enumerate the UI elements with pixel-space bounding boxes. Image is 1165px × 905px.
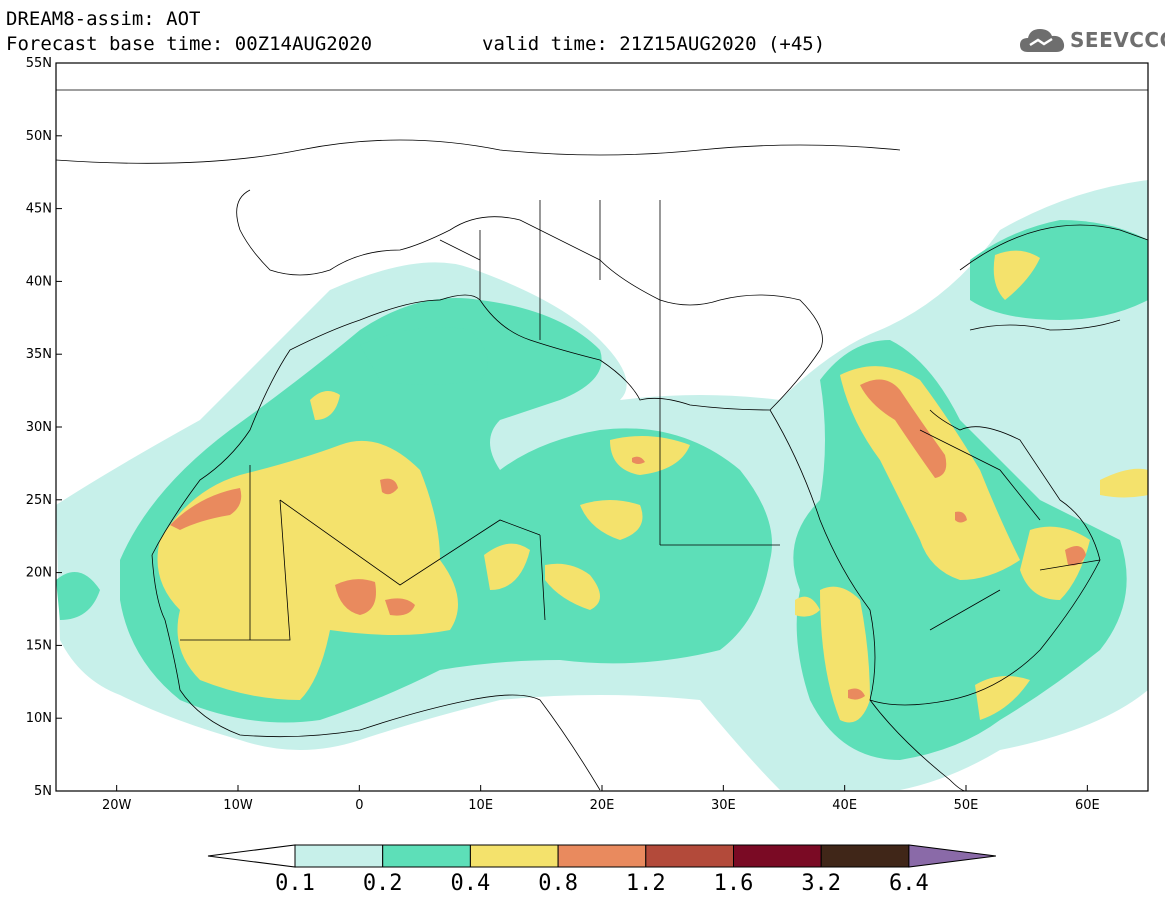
colorbar-label: 0.1 — [275, 871, 315, 896]
aot-contours — [56, 180, 1148, 790]
lat-label: 5N — [34, 784, 52, 799]
lon-label: 20W — [102, 798, 132, 813]
cloud-icon — [1020, 29, 1065, 52]
lat-label: 35N — [26, 347, 52, 362]
lat-label: 45N — [26, 202, 52, 217]
colorbar-label: 0.8 — [538, 871, 578, 896]
seevccc-logo: SEEVCCC — [1018, 22, 1165, 58]
lon-label: 0 — [355, 798, 363, 813]
lon-label: 60E — [1075, 798, 1100, 813]
map-title: DREAM8-assim: AOT — [6, 8, 201, 30]
colorbar-label: 3.2 — [801, 871, 842, 896]
colorbar-label: 1.2 — [625, 871, 666, 896]
valid-time: valid time: 21Z15AUG2020 (+45) — [482, 33, 826, 55]
lat-label: 15N — [26, 638, 52, 653]
colorbar-label: 0.4 — [450, 871, 491, 896]
lat-label: 30N — [26, 420, 52, 435]
lon-label: 30E — [711, 798, 736, 813]
lat-label: 20N — [26, 566, 52, 581]
lon-label: 50E — [954, 798, 979, 813]
lat-label: 10N — [26, 711, 52, 726]
forecast-base-time: Forecast base time: 00Z14AUG2020 — [6, 33, 373, 55]
lat-label: 40N — [26, 274, 52, 289]
lat-label: 55N — [26, 56, 52, 71]
lat-label: 25N — [26, 493, 52, 508]
lon-label: 20E — [590, 798, 615, 813]
colorbar-label: 0.2 — [362, 871, 403, 896]
lon-label: 10E — [468, 798, 493, 813]
coastlines — [56, 89, 1148, 791]
contour-level-0.8 — [170, 379, 1086, 700]
lon-label: 40E — [832, 798, 857, 813]
axis-ticks: 55N 50N 45N 40N 35N 30N 25N 20N 15N 10N 5N 20W 10W 0 1… — [26, 56, 1100, 813]
lon-label: 10W — [223, 798, 253, 813]
logo-text: SEEVCCC — [1070, 28, 1165, 52]
colorbar-label: 6.4 — [889, 871, 929, 896]
lat-label: 50N — [26, 129, 52, 144]
colorbar-label: 1.6 — [713, 871, 754, 896]
